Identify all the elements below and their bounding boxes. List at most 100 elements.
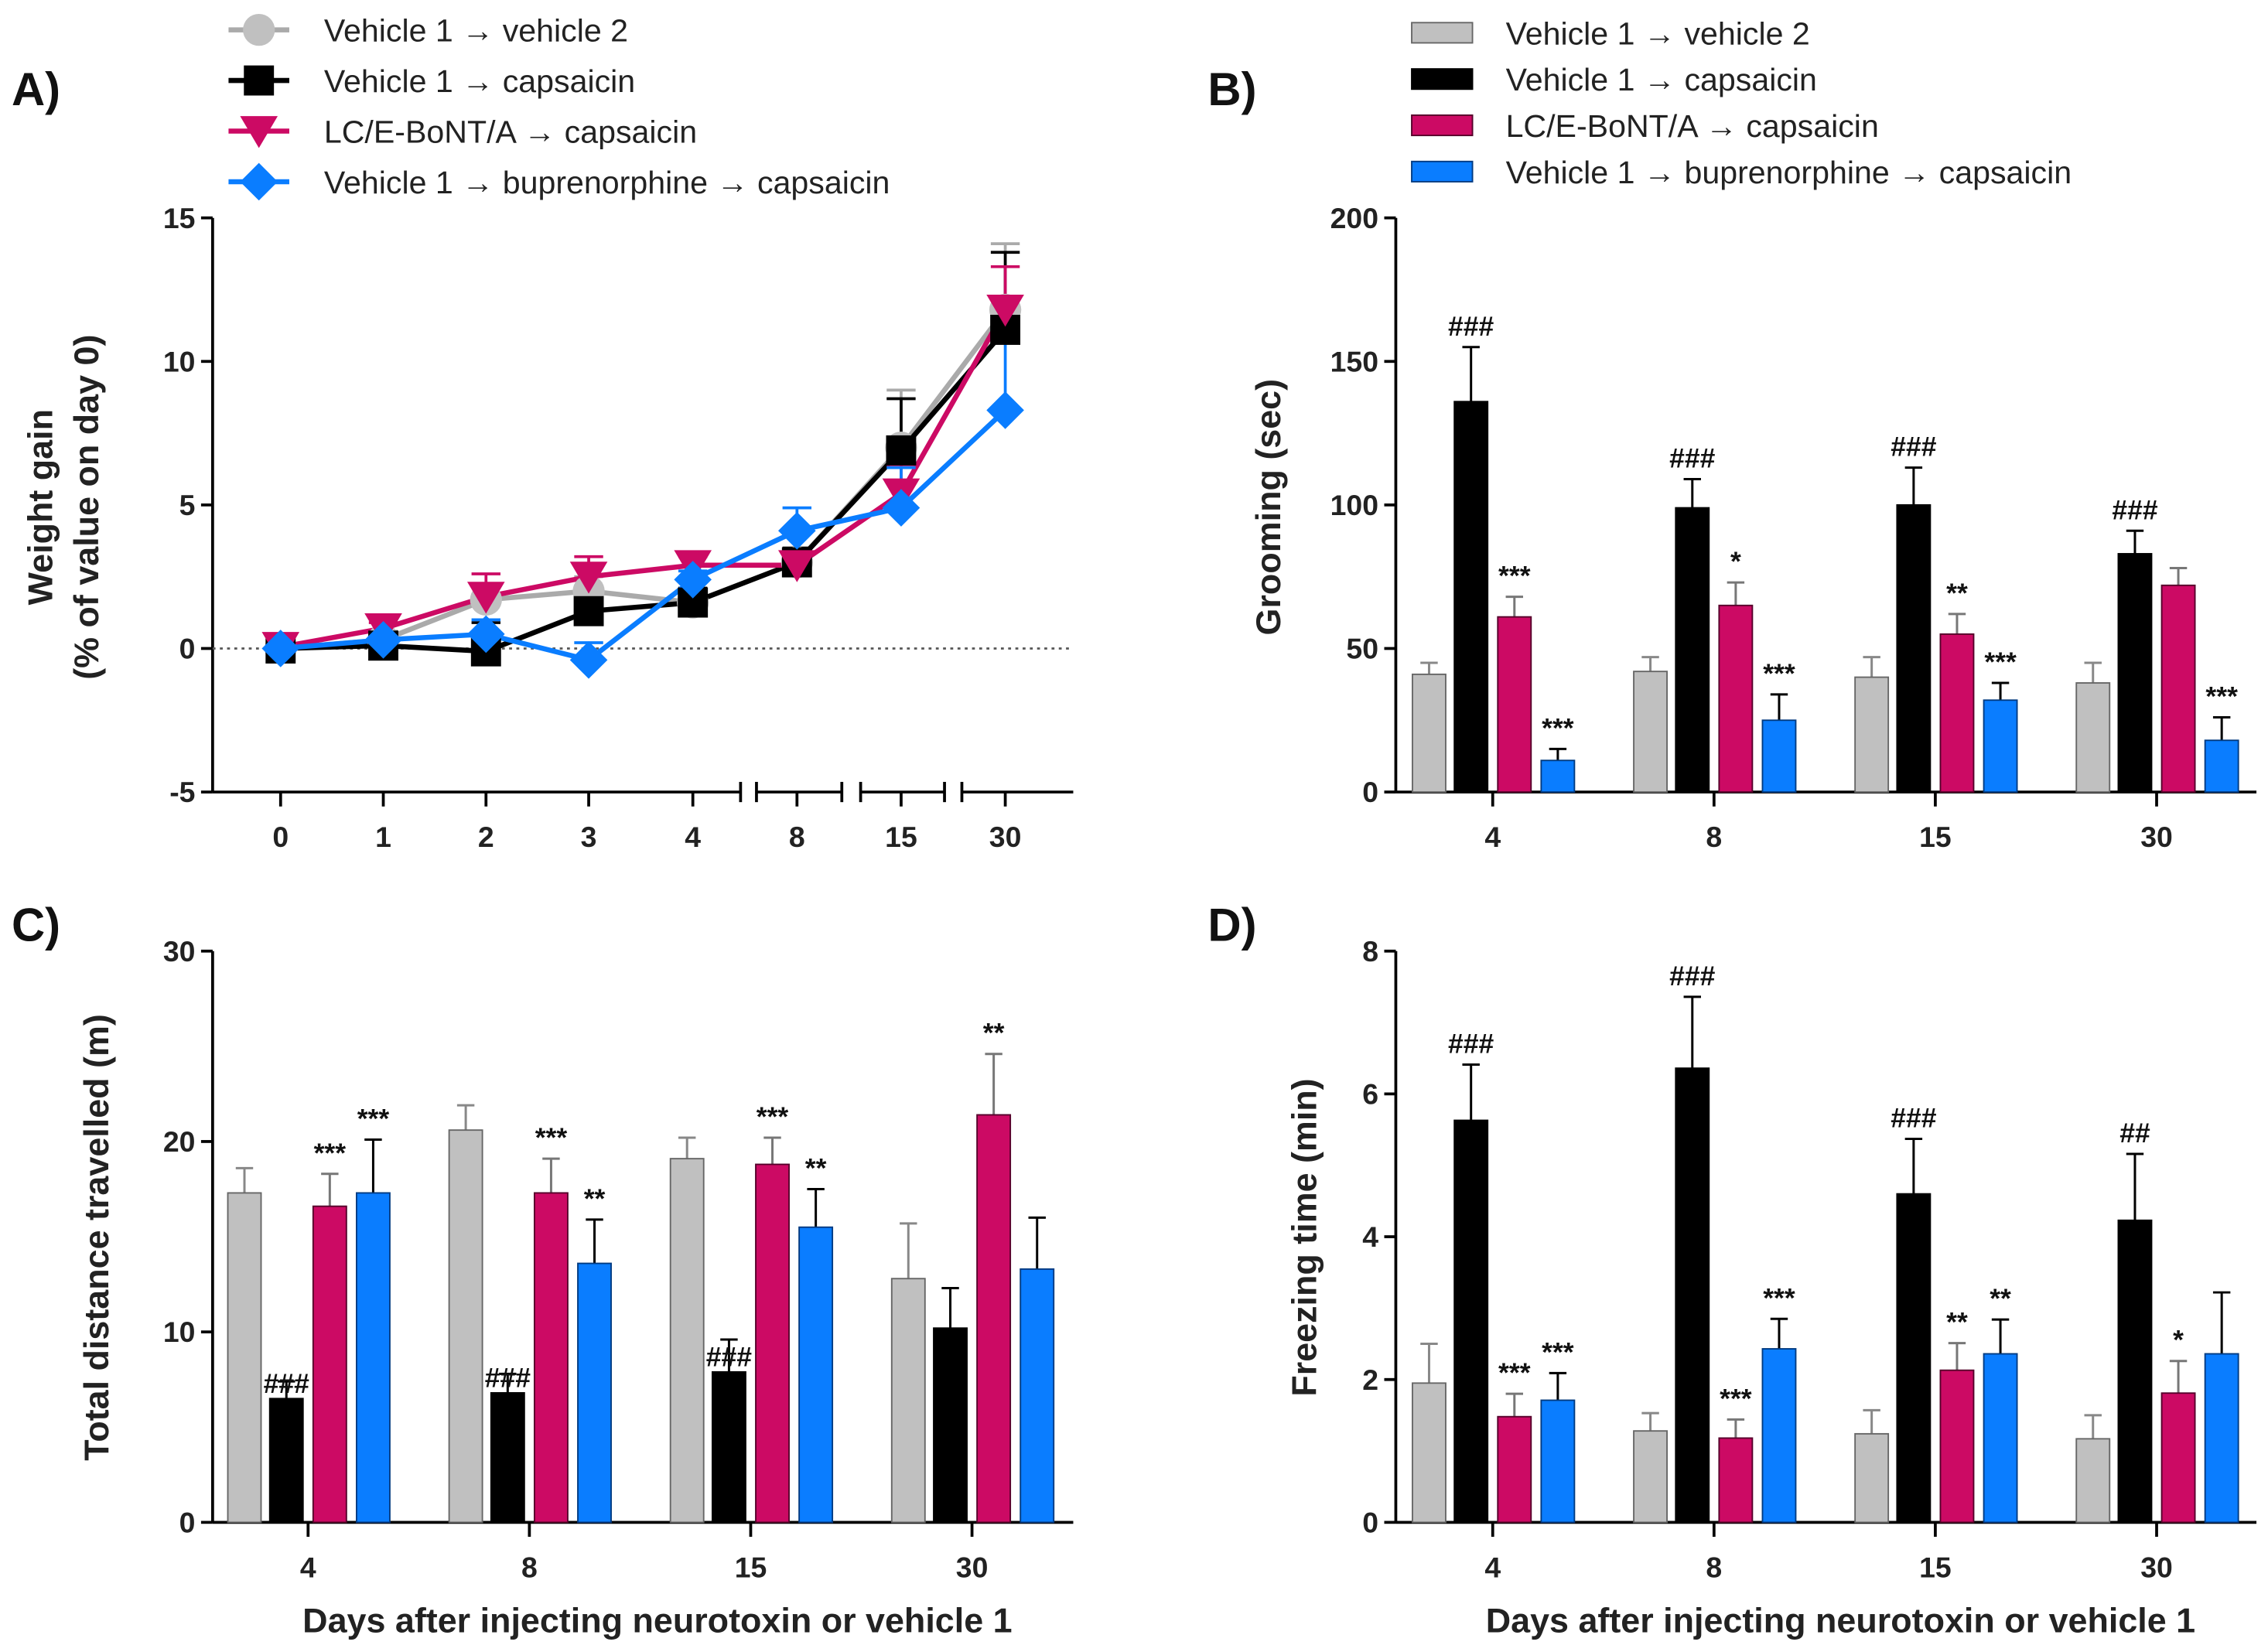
bar <box>2075 1438 2111 1524</box>
panel-label: B) <box>1207 63 1256 115</box>
significance-label: *** <box>1720 1383 1752 1414</box>
bar <box>490 1392 525 1524</box>
significance-label: ** <box>1946 578 1968 609</box>
legend-swatch <box>1411 22 1474 44</box>
y-tick-label: 4 <box>1362 1220 1378 1253</box>
bar <box>711 1370 746 1524</box>
bar <box>1761 719 1797 793</box>
panel-label: D) <box>1207 899 1256 951</box>
x-tick-label: 30 <box>989 821 1022 853</box>
x-tick-label: 0 <box>272 821 289 853</box>
significance-label: *** <box>757 1101 789 1132</box>
significance-label: ### <box>485 1362 531 1393</box>
bar <box>268 1398 304 1524</box>
bar <box>1761 1348 1797 1524</box>
bar <box>1540 759 1576 793</box>
x-axis-title: Days after injecting neurotoxin or vehic… <box>1486 1600 2195 1640</box>
significance-label: ### <box>1448 311 1494 342</box>
triangle-down-icon <box>240 116 278 148</box>
significance-label: ### <box>1448 1029 1494 1060</box>
legend-label: LC/E-BoNT/A → capsaicin <box>324 114 697 149</box>
significance-label: ### <box>1891 432 1937 462</box>
bar <box>2204 739 2239 793</box>
y-tick-label: 30 <box>163 935 196 968</box>
data-point <box>573 596 604 626</box>
x-tick-label: 8 <box>789 821 805 853</box>
bar <box>1675 507 1710 793</box>
panel-b: B) 0 50 100 150 200 Grooming (sec) 4 8 15 30 ### ###… <box>1207 63 2257 853</box>
significance-label: * <box>2173 1325 2184 1356</box>
legend-b: Vehicle 1 → vehicle 2 Vehicle 1 → capsaic… <box>1411 15 2072 190</box>
bar <box>1939 1369 1975 1524</box>
bar <box>355 1192 391 1524</box>
x-tick-label: 8 <box>1706 1551 1722 1583</box>
bar <box>1633 671 1668 793</box>
y-tick-label: 6 <box>1362 1077 1378 1110</box>
y-tick-label: 0 <box>1362 1506 1378 1538</box>
x-tick-label: 8 <box>521 1551 538 1583</box>
bar <box>1453 401 1489 793</box>
significance-label: ** <box>805 1153 827 1184</box>
x-tick-label: 4 <box>685 821 701 853</box>
x-tick-label: 8 <box>1706 821 1722 853</box>
bar <box>227 1192 262 1524</box>
legend-label: Vehicle 1 → buprenorphine → capsaicin <box>1506 155 2072 190</box>
bar <box>312 1205 347 1524</box>
bar <box>2075 682 2111 793</box>
y-tick-label: 200 <box>1330 202 1378 234</box>
x-tick-label: 15 <box>885 821 917 853</box>
legend-label: Vehicle 1 → capsaicin <box>324 63 635 99</box>
significance-label: ** <box>1946 1307 1968 1338</box>
data-point <box>778 550 816 582</box>
y-tick-label: 150 <box>1330 345 1378 377</box>
significance-label: *** <box>535 1122 568 1153</box>
bar <box>1896 1193 1932 1524</box>
significance-label: ### <box>1669 961 1716 992</box>
x-tick-label: 1 <box>375 821 391 853</box>
data-point <box>569 561 608 594</box>
bar <box>2117 1219 2153 1524</box>
panel-label: C) <box>12 899 60 951</box>
significance-label: ### <box>264 1368 310 1399</box>
data-point <box>569 641 608 679</box>
series-line <box>280 328 1008 654</box>
circle-icon <box>243 13 275 46</box>
panel-d: D) 0 2 4 6 8 Freezing time (min) Days after inj… <box>1207 899 2257 1640</box>
bar <box>1854 1432 1890 1524</box>
bar <box>1983 1353 2018 1524</box>
bar <box>1020 1268 1055 1524</box>
x-tick-label: 4 <box>1484 821 1501 853</box>
panel-label: A) <box>12 63 60 115</box>
y-tick-label: 15 <box>163 202 196 234</box>
significance-label: *** <box>1984 647 2017 678</box>
bar <box>1854 676 1890 793</box>
data-point <box>364 621 402 659</box>
bar <box>577 1262 612 1524</box>
significance-label: ### <box>1669 443 1716 474</box>
y-axis-title: Total distance travelled (m) <box>77 1014 116 1461</box>
y-tick-label: 20 <box>163 1125 196 1158</box>
x-tick-label: 30 <box>2140 1551 2173 1583</box>
bar <box>2117 553 2153 793</box>
x-tick-label: 30 <box>956 1551 989 1583</box>
legend-label: Vehicle 1 → vehicle 2 <box>324 13 628 49</box>
x-tick-label: 15 <box>735 1551 767 1583</box>
significance-label: *** <box>1763 1282 1795 1313</box>
data-point <box>261 630 300 667</box>
legend-label: Vehicle 1 → capsaicin <box>1506 62 1817 97</box>
legend-label: LC/E-BoNT/A → capsaicin <box>1506 108 1879 144</box>
bar <box>669 1158 705 1524</box>
legend-swatch <box>1411 68 1474 90</box>
significance-label: *** <box>1542 1336 1574 1367</box>
y-tick-label: 10 <box>163 345 196 377</box>
bar <box>533 1192 569 1524</box>
significance-label: ### <box>2112 494 2158 525</box>
significance-label: ** <box>584 1183 606 1214</box>
x-tick-label: 2 <box>478 821 494 853</box>
bar <box>976 1114 1012 1524</box>
square-icon <box>244 65 275 96</box>
data-point <box>466 582 505 614</box>
bar <box>1540 1399 1576 1524</box>
significance-label: *** <box>357 1104 390 1135</box>
bar <box>1896 503 1932 793</box>
